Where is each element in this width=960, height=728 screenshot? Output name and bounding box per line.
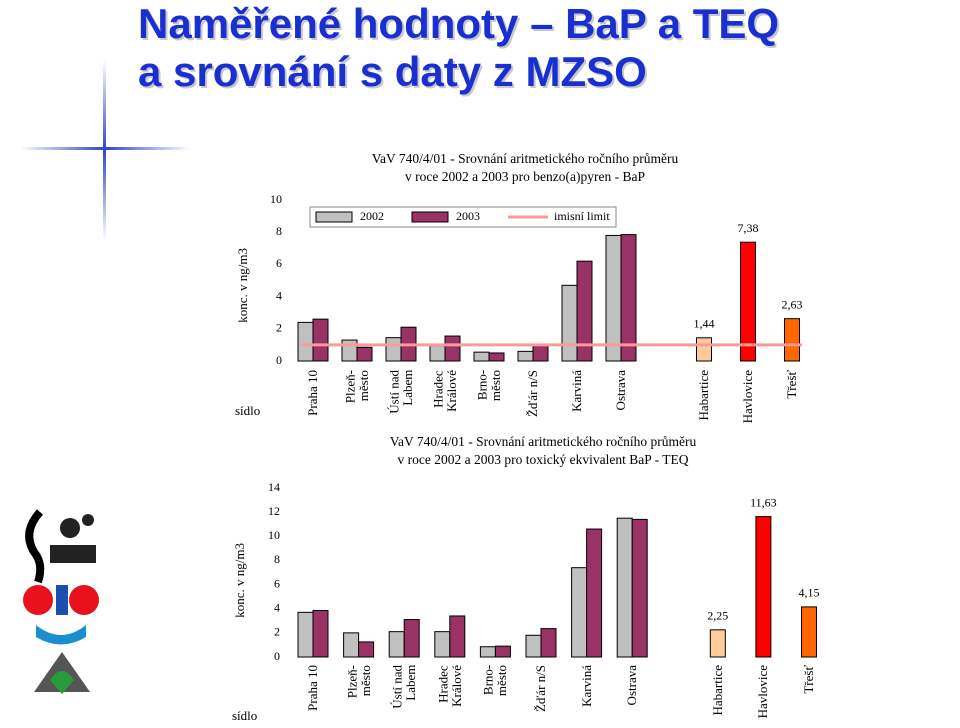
legend-box (309, 206, 617, 228)
y-tick-label: 10 (268, 528, 280, 542)
data-label: 7,38 (738, 221, 759, 235)
bar (709, 629, 726, 658)
x-tick-label: Karviná (569, 370, 585, 412)
x-tick-label: Hradec Králové (430, 370, 459, 412)
legend-label: 2002 (360, 209, 384, 223)
legend-swatch (315, 211, 353, 223)
y-tick-label: 14 (268, 480, 280, 494)
y-tick-label: 8 (274, 552, 280, 566)
y-tick-label: 12 (268, 504, 280, 518)
y-tick-label: 2 (274, 625, 280, 639)
bar (494, 645, 511, 658)
x-tick-label: Ústí nad Labem (386, 370, 415, 414)
x-tick-label: Hradec Králové (435, 665, 464, 707)
bar (532, 344, 549, 362)
logo (23, 509, 99, 694)
bar (571, 567, 588, 658)
data-label: 2,25 (707, 609, 728, 623)
bar (356, 346, 373, 362)
legend-swatch (411, 211, 449, 223)
y-tick-label: 0 (274, 649, 280, 663)
x-tick-label: Třešť (784, 370, 800, 399)
bar (479, 646, 496, 658)
bar (616, 517, 633, 658)
x-tick-label: Karviná (578, 665, 594, 707)
x-tick-label: Havlovice (755, 665, 771, 719)
x-axis-label: sídlo (235, 403, 261, 418)
bar (312, 610, 329, 658)
chart-title: VaV 740/4/01 - Srovnání aritmetického ro… (389, 434, 697, 467)
x-tick-label: Třešť (801, 665, 817, 694)
y-tick-label: 4 (276, 288, 282, 302)
bar (341, 339, 358, 362)
y-tick-label: 4 (274, 600, 280, 614)
data-label: 11,63 (750, 495, 777, 509)
legend-label: imisní limit (554, 209, 610, 223)
bar (297, 321, 314, 362)
data-label: 1,44 (694, 317, 715, 331)
bar (801, 606, 817, 658)
x-tick-label: Ostrava (624, 665, 640, 706)
chart-title: VaV 740/4/01 - Srovnání aritmetického ro… (371, 151, 679, 184)
x-tick-label: Praha 10 (305, 665, 321, 711)
bar (631, 518, 648, 658)
bar (429, 345, 446, 362)
bar (434, 631, 451, 658)
bar (388, 631, 405, 658)
x-tick-label: Plzeň- město (342, 370, 371, 404)
bar (605, 234, 622, 362)
bar (358, 641, 375, 658)
bar (784, 318, 800, 362)
decor-line (103, 60, 106, 240)
bar (586, 528, 603, 658)
legend-label: 2003 (456, 209, 480, 223)
x-tick-label: Ústí nad Labem (389, 665, 419, 709)
y-axis-label: konc. v ng/m3 (232, 542, 248, 618)
x-tick-label: Brno- město (480, 665, 510, 697)
bar (403, 619, 420, 658)
bar (540, 628, 557, 658)
x-tick-label: Praha 10 (305, 370, 321, 416)
data-label: 2,63 (782, 297, 803, 311)
x-tick-label: Plzeň- město (343, 665, 373, 699)
x-tick-label: Havlovice (740, 370, 756, 424)
bar (343, 632, 360, 658)
y-tick-label: 2 (276, 321, 282, 335)
x-tick-label: Žďár n/S (533, 665, 549, 713)
bar (561, 284, 578, 362)
x-axis-label: sídlo (232, 708, 258, 723)
x-tick-label: Habartice (696, 370, 712, 421)
bar (488, 352, 505, 362)
bar (297, 611, 314, 658)
x-tick-label: Žďár n/S (525, 370, 541, 418)
x-tick-label: Habartice (709, 665, 725, 716)
data-label: 4,15 (799, 586, 820, 600)
y-axis-label: konc. v ng/m3 (235, 247, 251, 323)
y-tick-label: 8 (276, 224, 282, 238)
bar (312, 318, 329, 362)
bar (755, 516, 772, 658)
bar (696, 337, 712, 362)
y-tick-label: 0 (276, 353, 282, 367)
bar (473, 351, 490, 362)
bar (740, 241, 756, 362)
bar (385, 337, 402, 362)
bar (517, 350, 534, 362)
y-tick-label: 6 (276, 256, 282, 270)
bar (620, 234, 637, 362)
bar (525, 634, 542, 658)
page-title: Naměřené hodnoty – BaP a TEQ a srovnání … (138, 0, 780, 95)
y-tick-label: 10 (270, 192, 282, 206)
x-tick-label: Ostrava (613, 370, 629, 411)
x-tick-label: Brno- město (474, 370, 503, 402)
bar (444, 335, 461, 362)
bar (576, 260, 593, 362)
bar (449, 615, 466, 658)
y-tick-label: 6 (274, 576, 280, 590)
